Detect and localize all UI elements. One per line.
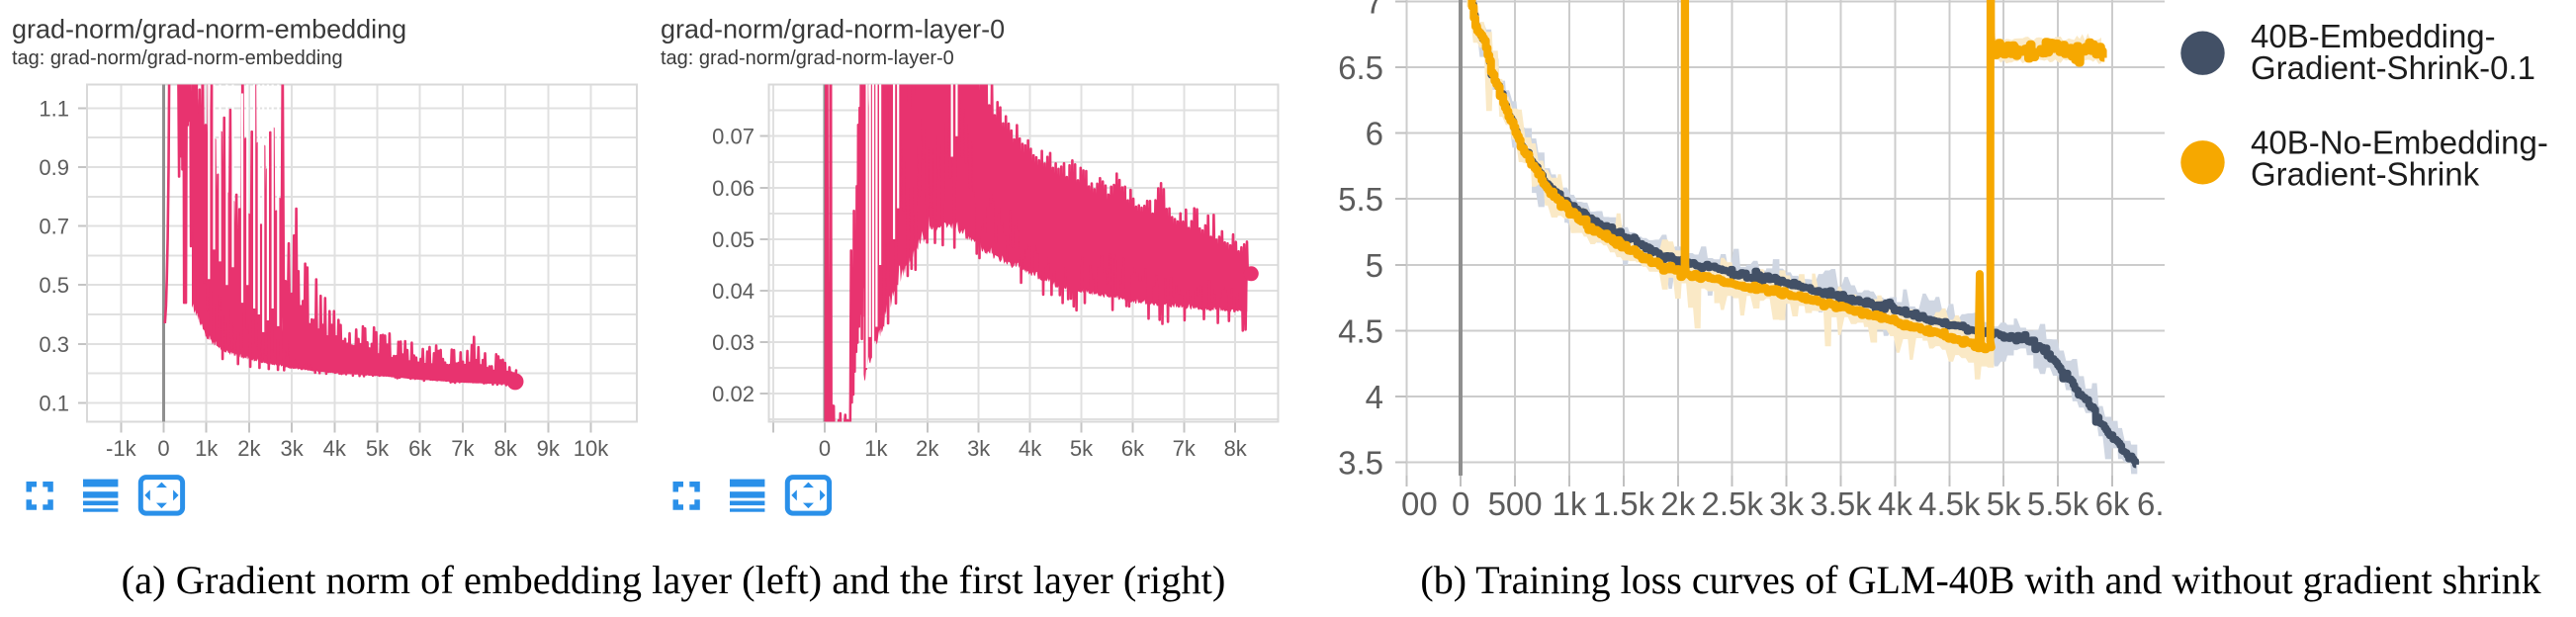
svg-text:4.5: 4.5 — [1338, 312, 1383, 349]
svg-text:2k: 2k — [237, 436, 261, 461]
svg-text:3.5: 3.5 — [1338, 445, 1383, 482]
svg-text:8k: 8k — [1224, 436, 1248, 461]
svg-text:0.05: 0.05 — [712, 227, 755, 252]
svg-text:4k: 4k — [1019, 436, 1042, 461]
svg-text:grad-norm/grad-norm-embedding: grad-norm/grad-norm-embedding — [12, 15, 406, 44]
svg-text:1.1: 1.1 — [39, 96, 69, 121]
svg-text:00: 00 — [1401, 485, 1438, 522]
svg-text:0.3: 0.3 — [39, 332, 69, 357]
svg-text:5k: 5k — [366, 436, 390, 461]
svg-text:3k: 3k — [1769, 485, 1804, 522]
svg-text:0: 0 — [819, 436, 831, 461]
svg-text:6k: 6k — [408, 436, 432, 461]
svg-text:6.: 6. — [2137, 485, 2165, 522]
svg-text:0.02: 0.02 — [712, 382, 755, 406]
svg-text:0: 0 — [1452, 485, 1469, 522]
svg-text:7k: 7k — [1173, 436, 1197, 461]
svg-text:4.5k: 4.5k — [1918, 485, 1981, 522]
svg-text:1k: 1k — [1553, 485, 1587, 522]
svg-text:0.03: 0.03 — [712, 330, 755, 355]
svg-text:7k: 7k — [451, 436, 475, 461]
svg-text:40B-No-Embedding-: 40B-No-Embedding- — [2251, 125, 2548, 161]
svg-text:5.5k: 5.5k — [2027, 485, 2089, 522]
svg-text:Gradient-Shrink: Gradient-Shrink — [2251, 156, 2480, 193]
svg-text:tag: grad-norm/grad-norm-layer: tag: grad-norm/grad-norm-layer-0 — [661, 47, 954, 69]
svg-text:40B-Embedding-: 40B-Embedding- — [2251, 18, 2496, 54]
svg-text:5: 5 — [1366, 247, 1383, 284]
svg-text:0.06: 0.06 — [712, 176, 755, 201]
svg-text:2k: 2k — [916, 436, 939, 461]
svg-text:0.7: 0.7 — [39, 215, 69, 239]
svg-text:3k: 3k — [280, 436, 304, 461]
svg-text:0.04: 0.04 — [712, 279, 755, 304]
svg-text:4k: 4k — [323, 436, 347, 461]
svg-text:8k: 8k — [493, 436, 517, 461]
svg-text:0.07: 0.07 — [712, 125, 755, 149]
svg-text:9k: 9k — [537, 436, 561, 461]
svg-text:tag: grad-norm/grad-norm-embed: tag: grad-norm/grad-norm-embedding — [12, 47, 343, 69]
svg-text:6.5: 6.5 — [1338, 49, 1383, 86]
svg-text:5k: 5k — [1070, 436, 1094, 461]
svg-text:5.5: 5.5 — [1338, 181, 1383, 218]
svg-text:500: 500 — [1488, 485, 1543, 522]
svg-text:3.5k: 3.5k — [1810, 485, 1872, 522]
svg-text:6k: 6k — [1121, 436, 1145, 461]
svg-text:4k: 4k — [1878, 485, 1912, 522]
svg-text:(a) Gradient norm of embedding: (a) Gradient norm of embedding layer (le… — [122, 558, 1226, 602]
svg-text:7: 7 — [1366, 0, 1383, 20]
svg-text:1.5k: 1.5k — [1593, 485, 1655, 522]
svg-text:3k: 3k — [967, 436, 991, 461]
svg-text:grad-norm/grad-norm-layer-0: grad-norm/grad-norm-layer-0 — [661, 15, 1005, 44]
svg-text:1k: 1k — [864, 436, 888, 461]
svg-text:-1k: -1k — [106, 436, 137, 461]
svg-text:10k: 10k — [574, 436, 609, 461]
svg-text:2.5k: 2.5k — [1702, 485, 1764, 522]
svg-text:Gradient-Shrink-0.1: Gradient-Shrink-0.1 — [2251, 49, 2535, 86]
svg-text:5k: 5k — [1987, 485, 2021, 522]
svg-text:0.9: 0.9 — [39, 155, 69, 180]
svg-text:6: 6 — [1366, 116, 1383, 152]
svg-text:0.1: 0.1 — [39, 391, 69, 415]
svg-text:2k: 2k — [1660, 485, 1695, 522]
svg-text:0: 0 — [157, 436, 169, 461]
svg-text:1k: 1k — [195, 436, 219, 461]
svg-text:6k: 6k — [2095, 485, 2130, 522]
svg-text:4: 4 — [1366, 379, 1383, 415]
svg-text:0.5: 0.5 — [39, 273, 69, 298]
svg-text:(b) Training loss curves of GL: (b) Training loss curves of GLM-40B with… — [1420, 558, 2540, 602]
